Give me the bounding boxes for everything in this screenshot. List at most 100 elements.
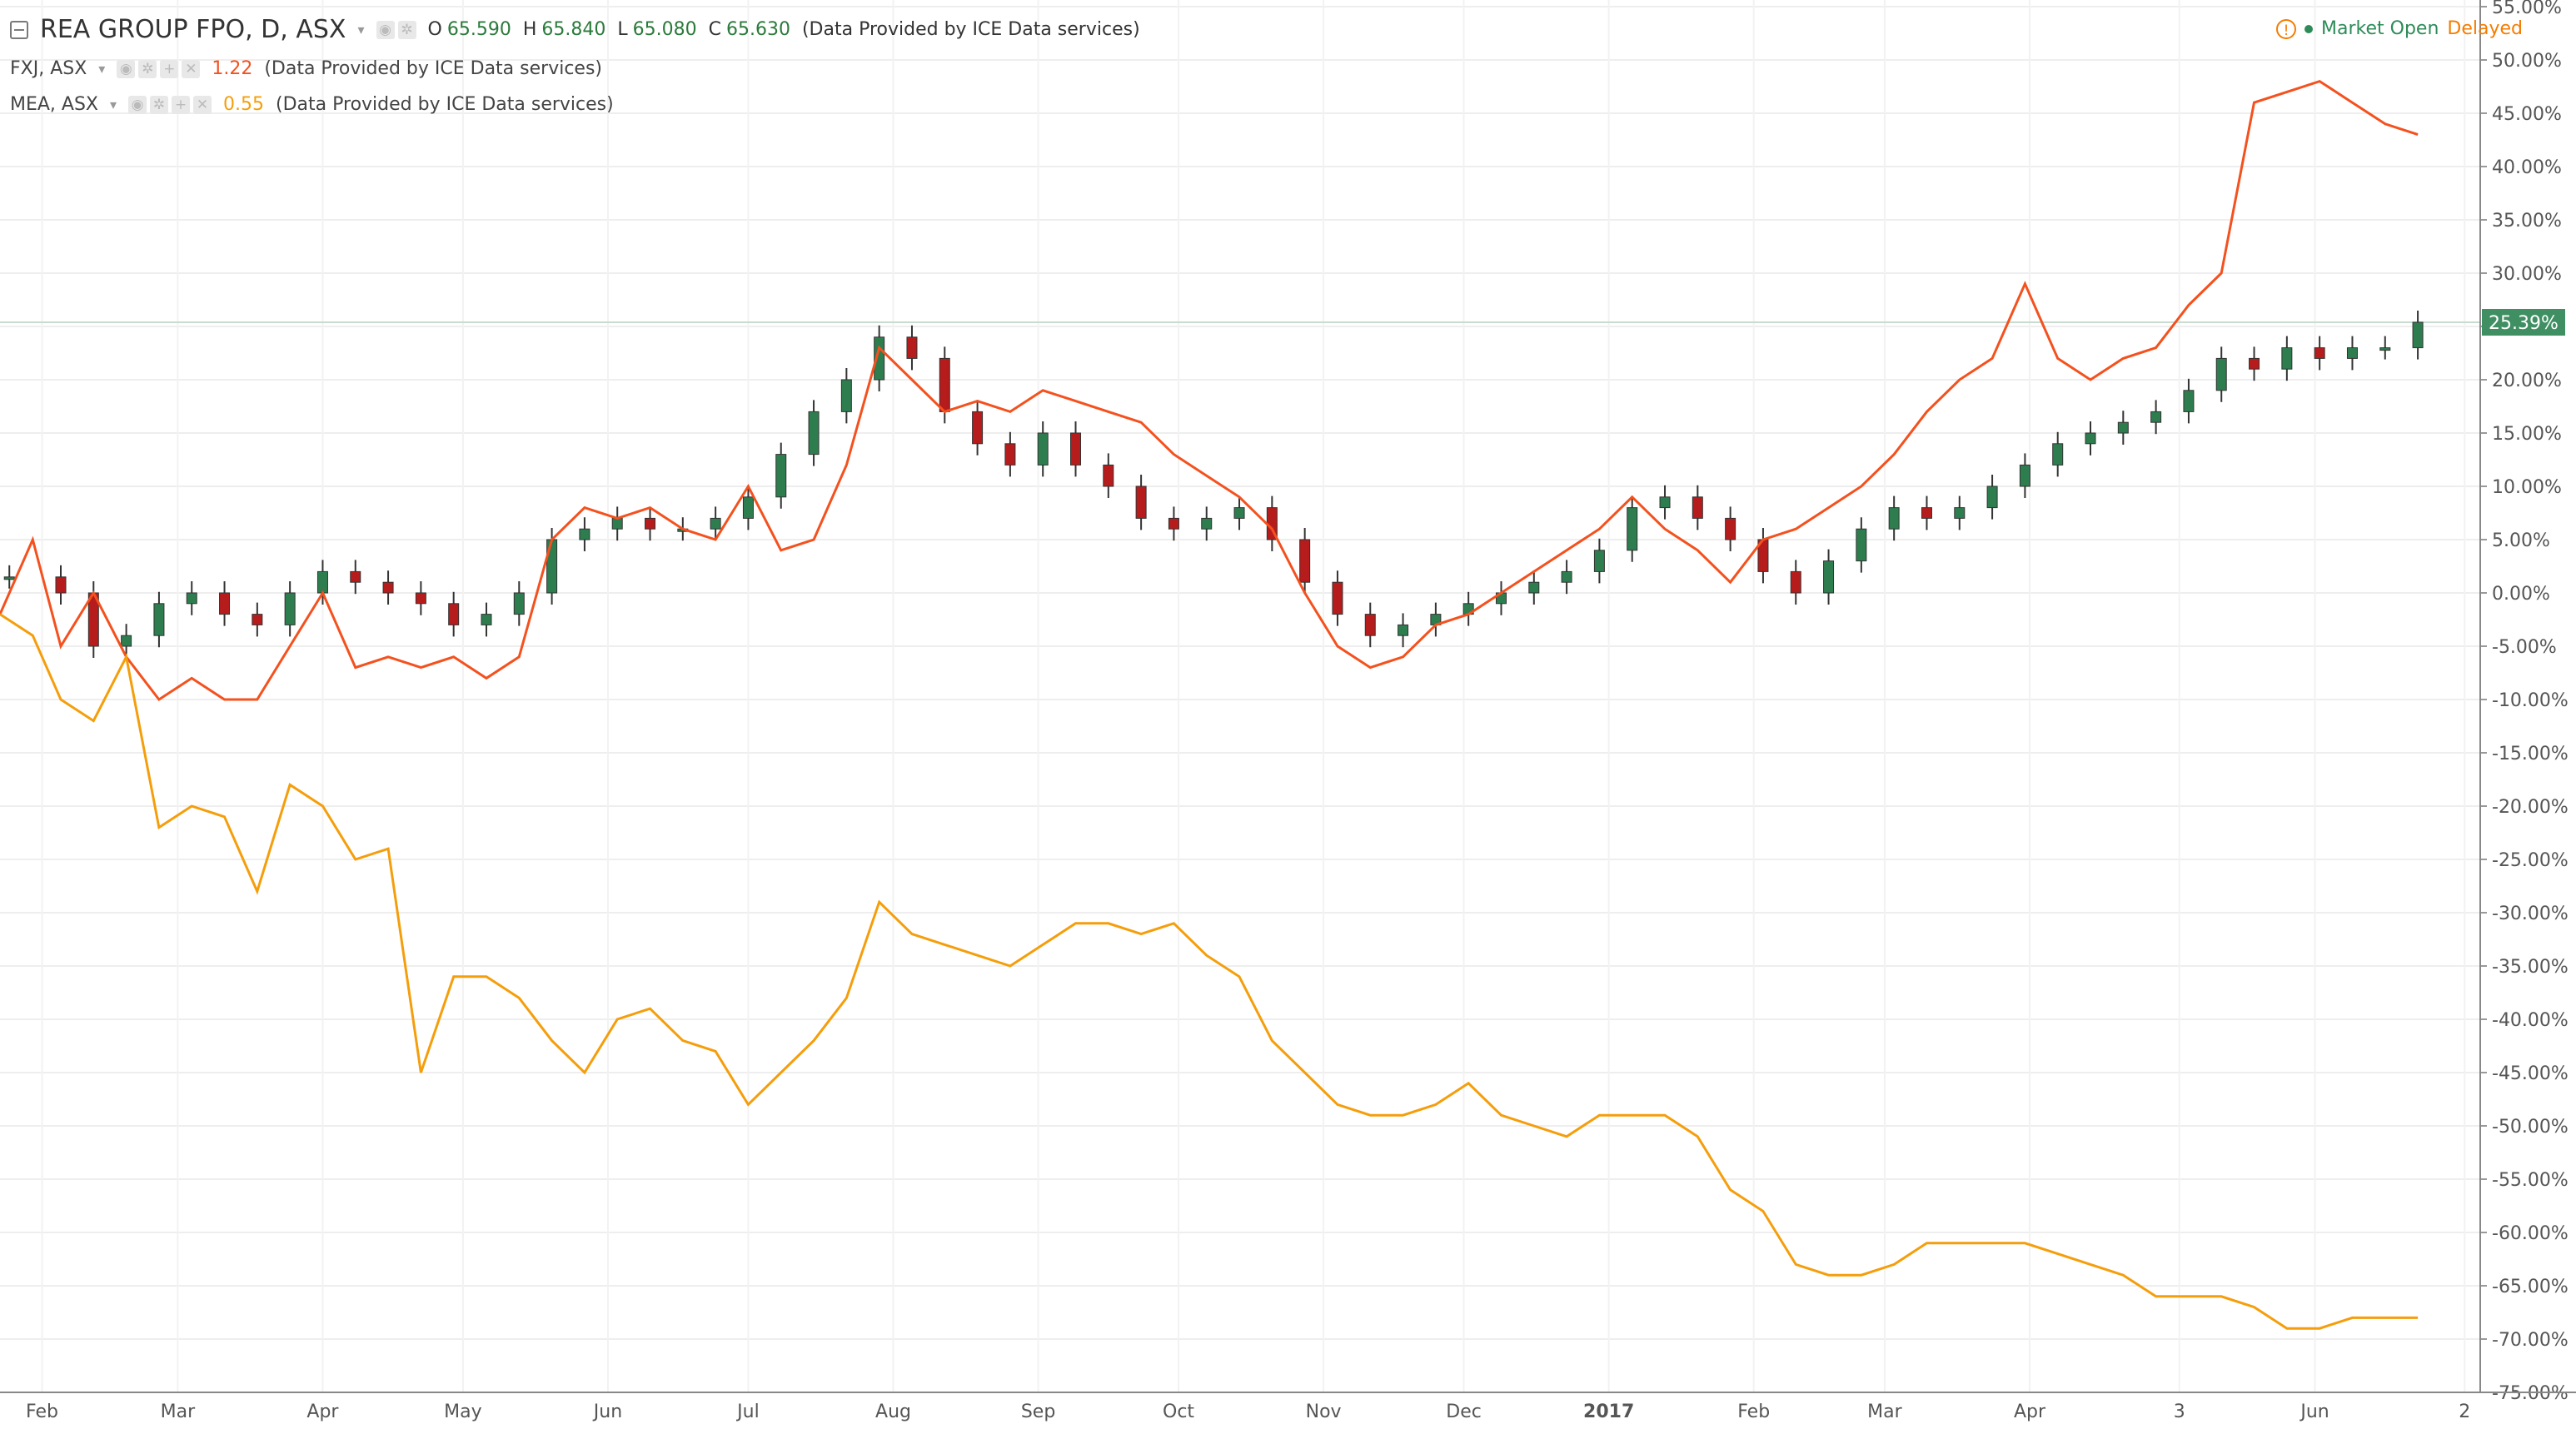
candle-body bbox=[1299, 539, 1311, 583]
candle-body bbox=[1593, 550, 1605, 572]
candle-body bbox=[2281, 347, 2293, 370]
x-tick-label: Mar bbox=[1867, 1402, 1902, 1422]
ohlc-close: C 65.630 bbox=[708, 19, 790, 40]
candle-body bbox=[3, 576, 15, 580]
candle-body bbox=[2249, 357, 2260, 370]
candle-body bbox=[2117, 421, 2129, 434]
candle-body bbox=[1986, 485, 1998, 509]
x-tick-label: Jun bbox=[592, 1402, 622, 1422]
y-tick-label: 35.00% bbox=[2492, 211, 2562, 232]
compare-fxj-controls: ◉ ✲ + ✕ bbox=[117, 59, 201, 78]
candle-body bbox=[55, 576, 67, 594]
candle-body bbox=[906, 336, 918, 359]
y-tick-label: -25.00% bbox=[2492, 850, 2569, 871]
candle-body bbox=[1692, 496, 1703, 519]
y-tick-label: -60.00% bbox=[2492, 1223, 2569, 1244]
candle-body bbox=[1561, 570, 1572, 583]
settings-gear-icon[interactable]: ✲ bbox=[397, 20, 416, 39]
candle-body bbox=[2019, 464, 2030, 487]
candle-body bbox=[1954, 507, 1966, 519]
add-plus-icon[interactable]: + bbox=[160, 59, 179, 78]
candle-body bbox=[2379, 347, 2391, 351]
y-tick-label: -45.00% bbox=[2492, 1063, 2569, 1084]
candle-body bbox=[1659, 496, 1671, 509]
last-value-badge bbox=[2482, 309, 2565, 336]
delayed-label: Delayed bbox=[2447, 18, 2523, 39]
candle-body bbox=[1921, 507, 1932, 519]
remove-close-icon[interactable]: ✕ bbox=[193, 95, 212, 114]
add-plus-icon[interactable]: + bbox=[172, 95, 191, 114]
remove-close-icon[interactable]: ✕ bbox=[182, 59, 201, 78]
compare-legend-fxj: FXJ, ASX ▾ ◉ ✲ + ✕ 1.22 (Data Provided b… bbox=[10, 58, 602, 79]
main-legend: REA GROUP FPO, D, ASX ▾ ◉ ✲ O 65.590 H 65.… bbox=[10, 15, 1140, 44]
candle-body bbox=[2052, 443, 2064, 466]
candle-body bbox=[1398, 624, 1409, 636]
symbol-title[interactable]: REA GROUP FPO, D, ASX bbox=[40, 15, 346, 44]
market-status: ! Market Open Delayed bbox=[2276, 18, 2523, 39]
candle-body bbox=[1856, 528, 1867, 562]
compare-provider-mea: (Data Provided by ICE Data services) bbox=[276, 94, 614, 115]
candle-body bbox=[2346, 347, 2358, 359]
candle-body bbox=[1364, 614, 1376, 636]
settings-gear-icon[interactable]: ✲ bbox=[138, 59, 157, 78]
visibility-eye-icon[interactable]: ◉ bbox=[128, 95, 147, 114]
provider-note: (Data Provided by ICE Data services) bbox=[801, 19, 1140, 40]
warning-icon[interactable]: ! bbox=[2276, 18, 2297, 39]
candle-body bbox=[1168, 517, 1179, 530]
visibility-eye-icon[interactable]: ◉ bbox=[376, 20, 395, 39]
x-tick-label: 2017 bbox=[1583, 1402, 1634, 1422]
visibility-eye-icon[interactable]: ◉ bbox=[117, 59, 136, 78]
candle-body bbox=[1725, 517, 1736, 540]
candle-body bbox=[611, 517, 623, 530]
y-tick-label: 10.00% bbox=[2492, 477, 2562, 498]
x-tick-label: Dec bbox=[1446, 1402, 1482, 1422]
y-tick-label: 40.00% bbox=[2492, 157, 2562, 178]
compare-symbol-mea[interactable]: MEA, ASX bbox=[10, 94, 99, 115]
candle-body bbox=[1201, 517, 1213, 530]
compare-mea-dropdown-icon[interactable]: ▾ bbox=[110, 97, 117, 112]
x-tick-label: Nov bbox=[1306, 1402, 1342, 1422]
candle-body bbox=[186, 592, 197, 605]
series-line-fxj bbox=[0, 79, 2419, 702]
candle-body bbox=[284, 592, 296, 625]
candle-body bbox=[840, 379, 852, 412]
candle-body bbox=[939, 357, 950, 412]
x-tick-label: Sep bbox=[1021, 1402, 1055, 1422]
y-tick-label: 0.00% bbox=[2492, 584, 2550, 605]
series-line-mea bbox=[0, 613, 2419, 1330]
settings-gear-icon[interactable]: ✲ bbox=[150, 95, 169, 114]
candle-body bbox=[1103, 464, 1114, 487]
compare-symbol-fxj[interactable]: FXJ, ASX bbox=[10, 58, 87, 79]
candle-body bbox=[579, 528, 590, 540]
y-tick-label: 15.00% bbox=[2492, 424, 2562, 445]
market-open-label: Market Open bbox=[2321, 18, 2439, 39]
y-tick-label: -40.00% bbox=[2492, 1010, 2569, 1031]
symbol-dropdown-icon[interactable]: ▾ bbox=[357, 22, 365, 37]
y-tick-label: 50.00% bbox=[2492, 51, 2562, 72]
candle-body bbox=[415, 592, 426, 605]
candle-body bbox=[2150, 411, 2162, 423]
y-tick-label: -50.00% bbox=[2492, 1117, 2569, 1138]
candle-body bbox=[1528, 581, 1540, 594]
candle-body bbox=[219, 592, 231, 615]
candle-body bbox=[2085, 432, 2096, 445]
y-tick-label: -70.00% bbox=[2492, 1330, 2569, 1351]
compare-fxj-dropdown-icon[interactable]: ▾ bbox=[98, 61, 106, 77]
y-tick-label: 55.00% bbox=[2492, 0, 2562, 18]
candle-body bbox=[2314, 347, 2325, 359]
x-tick-label: Aug bbox=[875, 1402, 911, 1422]
y-tick-label: 30.00% bbox=[2492, 264, 2562, 285]
candle-body bbox=[742, 496, 754, 519]
candle-body bbox=[1233, 507, 1245, 519]
candle-body bbox=[808, 411, 820, 456]
ohlc-readout: O 65.590 H 65.840 L 65.080 C 65.630 (Data Pr… bbox=[428, 19, 1140, 40]
candle-body bbox=[1823, 560, 1835, 594]
candle-body bbox=[481, 614, 492, 625]
collapse-legend-icon[interactable] bbox=[10, 20, 28, 39]
x-tick-label: Oct bbox=[1163, 1402, 1194, 1422]
candle-body bbox=[382, 581, 394, 594]
y-tick-label: 20.00% bbox=[2492, 371, 2562, 391]
y-tick-label: -30.00% bbox=[2492, 904, 2569, 924]
